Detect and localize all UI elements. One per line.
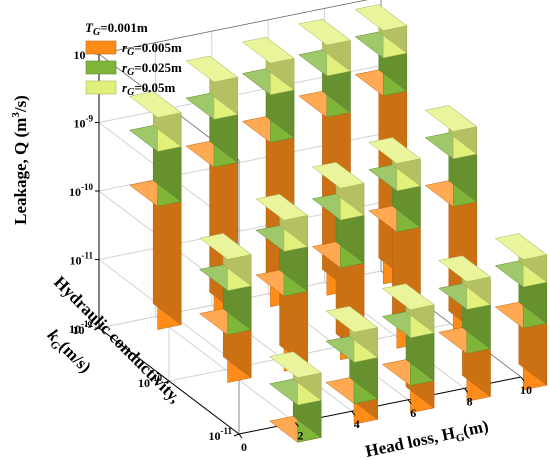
bar [325, 305, 379, 425]
bar-segment [241, 36, 295, 96]
y-tick-label: 10-9 [73, 320, 93, 337]
x-tick-mark [520, 376, 525, 382]
bar-segment-top [129, 91, 182, 118]
bar-segment-top [311, 161, 365, 189]
bar-segment [255, 193, 309, 252]
bar-segment [269, 351, 322, 406]
legend-item: rG=0.005m [85, 40, 182, 58]
bar [438, 255, 491, 402]
legend-label: rG=0.005m [122, 40, 182, 58]
bar-segment-top [368, 137, 421, 164]
bar [255, 193, 309, 372]
bar-segment-top [199, 233, 252, 260]
x-tick-label: 8 [467, 394, 473, 408]
x-tick-mark [238, 433, 243, 439]
bar-segment [438, 255, 491, 310]
bar [199, 232, 252, 383]
y-tick-mark [233, 433, 240, 437]
y-tick-label: 10-10 [138, 373, 162, 390]
bar-segment [129, 90, 182, 152]
x-tick-mark [294, 422, 299, 427]
legend-label: rG=0.05m [122, 80, 175, 98]
x-tick-label: 0 [241, 440, 247, 454]
x-tick-label: 6 [410, 406, 416, 420]
x-tick-mark [351, 410, 356, 416]
legend-swatch [85, 40, 117, 55]
legend-label: rG=0.025m [122, 60, 182, 78]
x-tick-label: 2 [297, 429, 303, 443]
y-tick-mark [93, 327, 100, 331]
bar-segment-top [438, 255, 491, 282]
bar-segment [381, 283, 435, 339]
top-back-edge [98, 0, 368, 55]
legend-swatch [85, 80, 117, 95]
bar [494, 233, 548, 391]
bar [381, 283, 435, 414]
bar-segment-top [255, 193, 309, 221]
bar-segment-top [494, 233, 548, 260]
bar-segment [298, 18, 351, 77]
bar-segment [494, 233, 548, 288]
z-tick-label: 10-11 [69, 251, 93, 268]
bar-segment-top [354, 4, 408, 31]
bar-segment [311, 161, 365, 221]
bar [269, 351, 322, 443]
legend-item: rG=0.05m [85, 80, 175, 98]
bar-segment-top [381, 283, 435, 310]
x-tick-label: 4 [354, 417, 360, 431]
legend: TG=0.001m rG=0.005m rG=0.025m rG=0.05m [85, 20, 182, 98]
bar-segment [325, 305, 379, 363]
legend-item: rG=0.025m [85, 60, 182, 78]
bar-segment-top [298, 18, 351, 46]
z-tick-label: 10-9 [74, 114, 94, 131]
bar-segment [199, 232, 252, 291]
legend-annotation: TG=0.001m [85, 20, 148, 38]
legend-swatch [85, 60, 117, 75]
bar-segment-top [241, 36, 295, 64]
y-tick-label: 10-11 [208, 426, 232, 443]
z-tick-label: 10-10 [69, 182, 93, 199]
bar-segment [185, 55, 239, 120]
z-tick-label: 10-12 [69, 319, 93, 336]
x-tick-mark [407, 399, 412, 405]
bar-segment-top [269, 351, 322, 378]
bar [129, 90, 182, 330]
bar-segment-top [185, 55, 239, 83]
z-axis-title: Leakage, Q (m3/s) [10, 95, 30, 225]
x-tick-mark [464, 388, 469, 393]
y-tick-mark [163, 380, 170, 384]
bar-group [129, 4, 548, 443]
bar-segment [354, 4, 408, 59]
bar-segment-top [325, 306, 379, 333]
bar-segment-top [424, 105, 478, 132]
bar-segment [424, 104, 478, 160]
x-axis-title: Head loss, HG(m) [364, 416, 491, 460]
bar-segment [368, 136, 421, 192]
x-tick-label: 10 [520, 383, 532, 397]
tick-labels: 10-1210-1110-1010-910-810-1110-1010-9024… [69, 45, 532, 454]
